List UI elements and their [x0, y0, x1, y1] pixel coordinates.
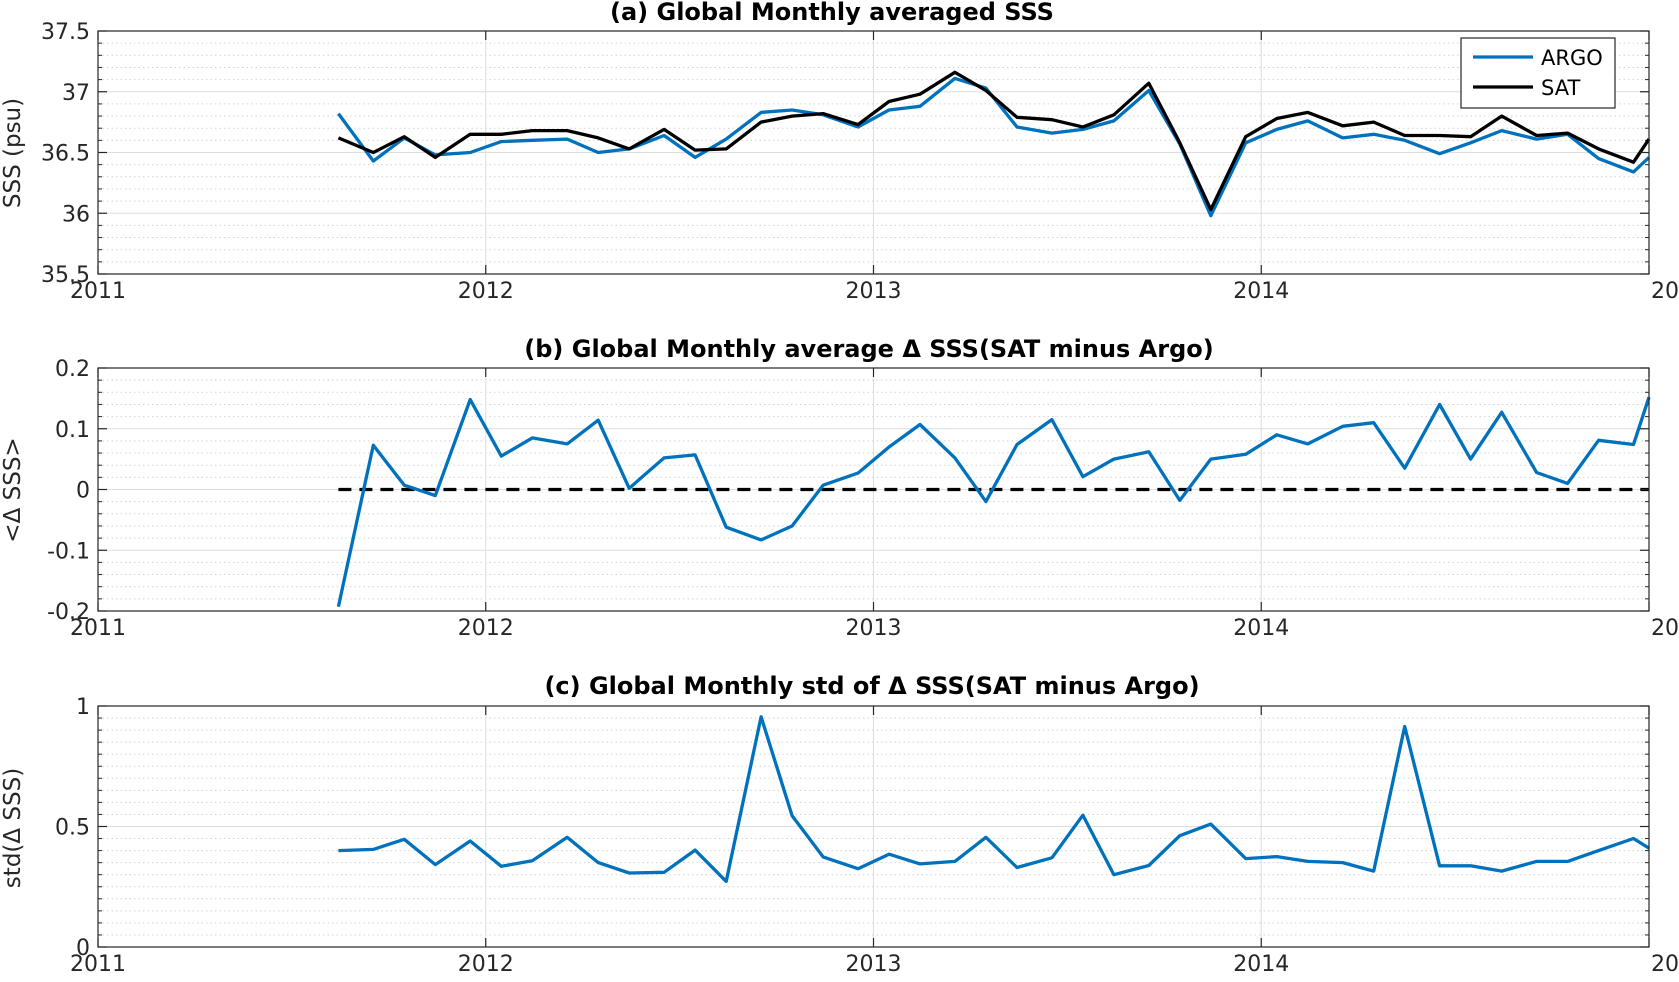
panel-a: (a) Global Monthly averaged SSS SSS (psu… — [0, 0, 1679, 304]
x-tick-label: 2012 — [458, 279, 514, 304]
x-tick-label: 2013 — [846, 279, 902, 304]
x-tick-label: 2013 — [846, 616, 902, 641]
x-tick-label: 2013 — [846, 952, 902, 977]
y-tick-label: 37.5 — [41, 20, 90, 45]
panel-c-title: (c) Global Monthly std of Δ SSS(SAT minu… — [544, 672, 1199, 700]
y-tick-label: 0.5 — [55, 816, 90, 841]
y-tick-label: 0.2 — [55, 357, 90, 382]
panel-a-ylabel: SSS (psu) — [0, 98, 26, 208]
x-tick-label: 2011 — [70, 616, 126, 641]
x-tick-label: 2011 — [70, 279, 126, 304]
panel-c: (c) Global Monthly std of Δ SSS(SAT minu… — [0, 672, 1679, 977]
y-tick-label: -0.2 — [47, 600, 90, 625]
y-tick-label: 0 — [76, 479, 90, 504]
panel-c-ylabel: std(Δ SSS) — [0, 768, 26, 888]
x-tick-label: 2012 — [458, 616, 514, 641]
legend-label-argo: ARGO — [1541, 46, 1603, 70]
y-tick-label: 36 — [62, 202, 90, 227]
y-tick-label: 1 — [76, 695, 90, 720]
x-tick-label: 2015 — [1651, 616, 1679, 641]
y-tick-label: 0 — [76, 936, 90, 961]
series-line — [338, 715, 1650, 884]
legend-label-sat: SAT — [1541, 76, 1580, 100]
y-tick-label: 36.5 — [41, 142, 90, 167]
y-tick-label: 37 — [62, 81, 90, 106]
series-line-sat — [337, 70, 1651, 212]
legend-box — [1460, 37, 1616, 109]
x-tick-label: 2012 — [458, 952, 514, 977]
x-tick-label: 2014 — [1233, 616, 1289, 641]
x-tick-label: 2014 — [1233, 952, 1289, 977]
x-tick-label: 2015 — [1651, 279, 1679, 304]
legend: ARGO SAT — [1460, 37, 1616, 109]
x-tick-label: 2015 — [1651, 952, 1679, 977]
series-line — [336, 396, 1651, 608]
y-tick-label: 0.1 — [55, 418, 90, 443]
y-tick-label: -0.1 — [47, 539, 90, 564]
panel-b-ylabel: <Δ SSS> — [0, 437, 26, 542]
y-tick-label: 35.5 — [41, 263, 90, 288]
x-tick-label: 2011 — [70, 952, 126, 977]
panel-b-title: (b) Global Monthly average Δ SSS(SAT min… — [524, 335, 1213, 363]
x-tick-label: 2014 — [1233, 279, 1289, 304]
panel-a-title: (a) Global Monthly averaged SSS — [610, 0, 1054, 26]
series-line-argo — [337, 76, 1651, 218]
panel-b: (b) Global Monthly average Δ SSS(SAT min… — [0, 335, 1679, 641]
